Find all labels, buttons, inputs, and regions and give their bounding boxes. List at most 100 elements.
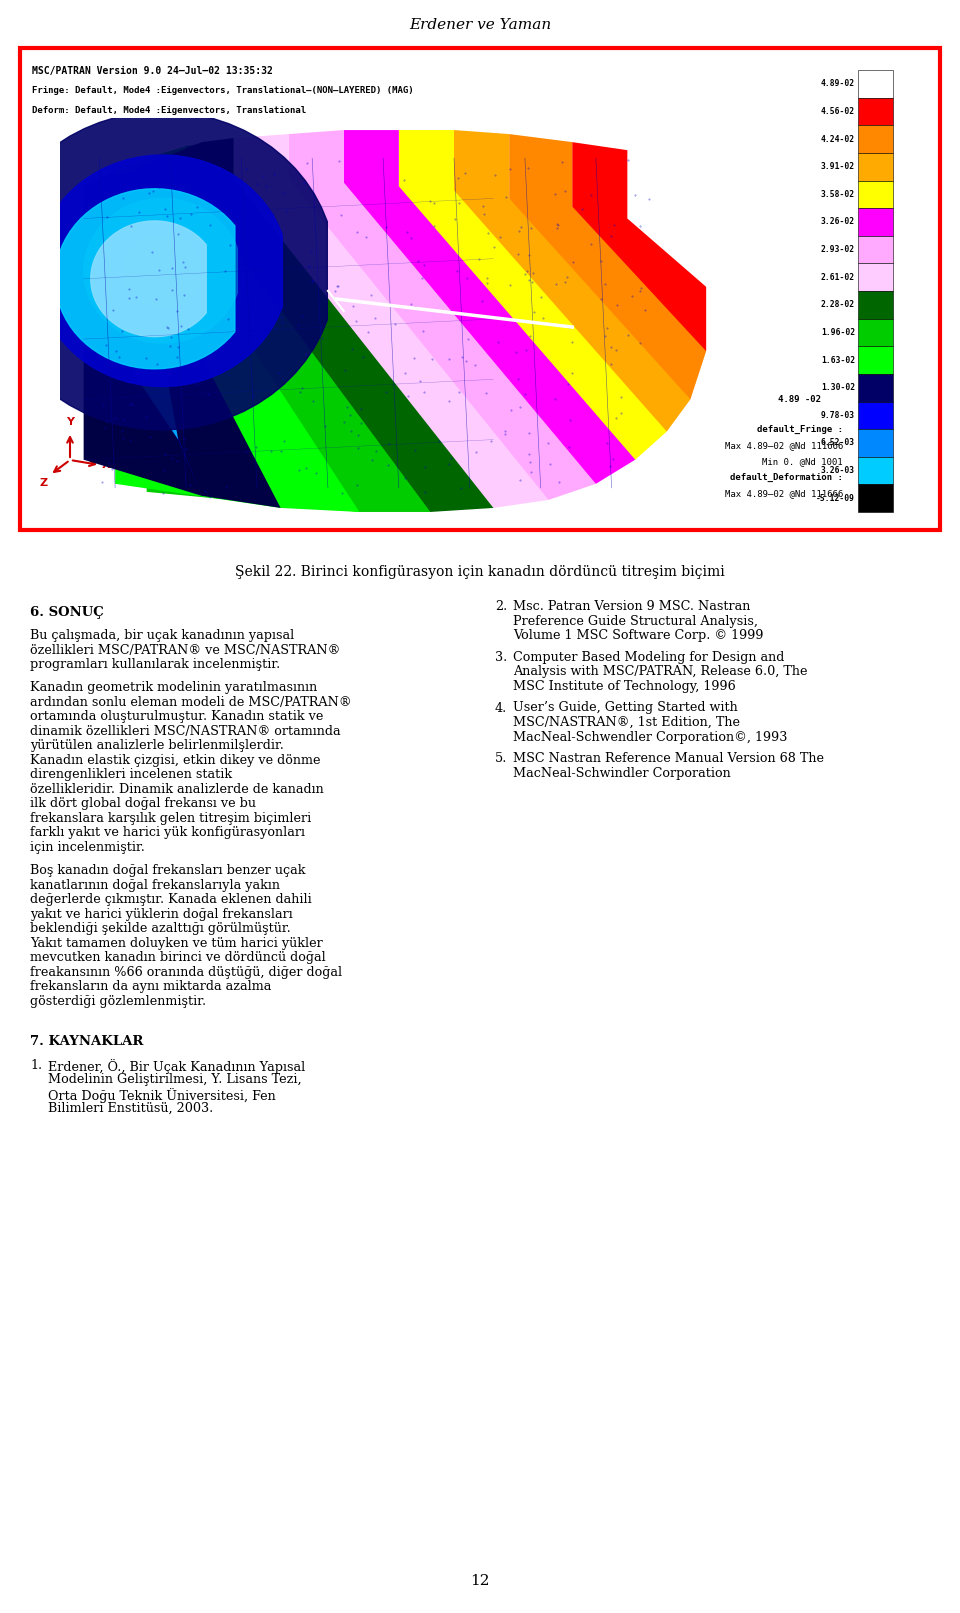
Text: Msc. Patran Version 9 MSC. Nastran: Msc. Patran Version 9 MSC. Nastran: [513, 600, 751, 613]
Text: Bu çalışmada, bir uçak kanadının yapısal: Bu çalışmada, bir uçak kanadının yapısal: [30, 629, 295, 642]
Text: için incelenmiştir.: için incelenmiştir.: [30, 840, 145, 853]
Polygon shape: [186, 139, 493, 511]
Text: ardından sonlu eleman modeli de MSC/PATRAN®: ardından sonlu eleman modeli de MSC/PATR…: [30, 695, 351, 708]
Text: Max 4.89–02 @Nd 111666: Max 4.89–02 @Nd 111666: [725, 489, 843, 498]
Bar: [858, 263, 893, 290]
Bar: [20, 48, 940, 531]
Bar: [858, 374, 893, 402]
Text: 3.58-02: 3.58-02: [821, 190, 855, 198]
Text: ilk dört global doğal frekansı ve bu: ilk dört global doğal frekansı ve bu: [30, 797, 256, 810]
Text: MSC/NASTRAN®, 1st Edition, The: MSC/NASTRAN®, 1st Edition, The: [513, 716, 740, 729]
Text: 3.26-02: 3.26-02: [821, 218, 855, 226]
Polygon shape: [84, 171, 280, 508]
Text: değerlerde çıkmıştır. Kanada eklenen dahili: değerlerde çıkmıştır. Kanada eklenen dah…: [30, 894, 312, 907]
Text: 3.: 3.: [495, 650, 507, 665]
Text: yakıt ve harici yüklerin doğal frekansları: yakıt ve harici yüklerin doğal frekansla…: [30, 908, 293, 921]
Bar: [858, 429, 893, 456]
Text: 7. KAYNAKLAR: 7. KAYNAKLAR: [30, 1036, 143, 1048]
Polygon shape: [454, 131, 690, 432]
Text: Computer Based Modeling for Design and: Computer Based Modeling for Design and: [513, 650, 784, 665]
Polygon shape: [628, 150, 808, 298]
Text: Orta Doğu Teknik Üniversitesi, Fen: Orta Doğu Teknik Üniversitesi, Fen: [48, 1087, 276, 1103]
Text: 1.96-02: 1.96-02: [821, 327, 855, 337]
Text: 12: 12: [470, 1574, 490, 1589]
Bar: [858, 98, 893, 126]
Text: direngenlikleri incelenen statik: direngenlikleri incelenen statik: [30, 768, 232, 781]
Text: MSC/PATRAN Version 9.0 24–Jul–02 13:35:32: MSC/PATRAN Version 9.0 24–Jul–02 13:35:3…: [32, 66, 273, 76]
Text: default_Deformation :: default_Deformation :: [731, 473, 843, 482]
Text: MacNeal-Schwindler Corporation: MacNeal-Schwindler Corporation: [513, 766, 731, 779]
Text: Volume 1 MSC Software Corp. © 1999: Volume 1 MSC Software Corp. © 1999: [513, 629, 763, 642]
Text: Max 4.89–02 @Nd 111666: Max 4.89–02 @Nd 111666: [725, 440, 843, 450]
Text: beklendiği şekilde azalttığı görülmüştür.: beklendiği şekilde azalttığı görülmüştür…: [30, 923, 291, 936]
Polygon shape: [344, 131, 636, 484]
Polygon shape: [289, 131, 596, 500]
Text: 6.52-03: 6.52-03: [821, 439, 855, 447]
Text: Kanadın geometrik modelinin yaratılmasının: Kanadın geometrik modelinin yaratılmasın…: [30, 681, 317, 695]
Polygon shape: [233, 134, 548, 508]
Text: Min 0. @Nd 1001: Min 0. @Nd 1001: [762, 456, 843, 466]
Text: Deform: Default, Mode4 :Eigenvectors, Translational: Deform: Default, Mode4 :Eigenvectors, Tr…: [32, 106, 306, 115]
Text: 4.56-02: 4.56-02: [821, 106, 855, 116]
Text: MSC Institute of Technology, 1996: MSC Institute of Technology, 1996: [513, 679, 735, 692]
Text: Boş kanadın doğal frekansları benzer uçak: Boş kanadın doğal frekansları benzer uça…: [30, 865, 305, 877]
Text: Bilimleri Enstitüsü, 2003.: Bilimleri Enstitüsü, 2003.: [48, 1102, 213, 1115]
Bar: [858, 319, 893, 347]
Bar: [858, 69, 893, 98]
Text: Z: Z: [40, 477, 48, 489]
Polygon shape: [91, 221, 206, 337]
Bar: [858, 153, 893, 181]
Polygon shape: [36, 155, 282, 387]
Text: Analysis with MSC/PATRAN, Release 6.0, The: Analysis with MSC/PATRAN, Release 6.0, T…: [513, 665, 807, 677]
Text: MacNeal-Schwendler Corporation©, 1993: MacNeal-Schwendler Corporation©, 1993: [513, 731, 787, 744]
Text: programları kullanılarak incelenmiştir.: programları kullanılarak incelenmiştir.: [30, 658, 280, 671]
Text: mevcutken kanadın birinci ve dördüncü doğal: mevcutken kanadın birinci ve dördüncü do…: [30, 952, 325, 965]
Text: Erdener, Ö., Bir Uçak Kanadının Yapısal: Erdener, Ö., Bir Uçak Kanadının Yapısal: [48, 1058, 305, 1074]
Text: özellikleridir. Dinamik analizlerde de kanadın: özellikleridir. Dinamik analizlerde de k…: [30, 782, 324, 795]
Text: 2.28-02: 2.28-02: [821, 300, 855, 310]
Polygon shape: [509, 134, 707, 400]
Text: 4.89 -02: 4.89 -02: [778, 395, 821, 405]
Text: 2.93-02: 2.93-02: [821, 245, 855, 255]
Text: 4.: 4.: [495, 702, 507, 715]
Text: X: X: [102, 460, 110, 469]
Polygon shape: [572, 142, 707, 352]
Polygon shape: [0, 111, 327, 431]
Text: 2.61-02: 2.61-02: [821, 273, 855, 282]
Text: 4.89-02: 4.89-02: [821, 79, 855, 89]
Bar: [858, 456, 893, 484]
Polygon shape: [147, 147, 430, 511]
Text: MSC Nastran Reference Manual Version 68 The: MSC Nastran Reference Manual Version 68 …: [513, 752, 824, 765]
Polygon shape: [123, 234, 200, 306]
Text: frekanslara karşılık gelen titreşim biçimleri: frekanslara karşılık gelen titreşim biçi…: [30, 811, 311, 824]
Polygon shape: [398, 131, 667, 460]
Text: freakansının %66 oranında düştüğü, diğer doğal: freakansının %66 oranında düştüğü, diğer…: [30, 966, 342, 979]
Text: dinamik özellikleri MSC/NASTRAN® ortamında: dinamik özellikleri MSC/NASTRAN® ortamın…: [30, 724, 341, 737]
Polygon shape: [84, 206, 202, 495]
Text: 9.78-03: 9.78-03: [821, 411, 855, 419]
Text: ortamında oluşturulmuştur. Kanadın statik ve: ortamında oluşturulmuştur. Kanadın stati…: [30, 710, 324, 723]
Text: gösterdiği gözlemlenmiştir.: gösterdiği gözlemlenmiştir.: [30, 995, 206, 1008]
Text: Erdener ve Yaman: Erdener ve Yaman: [409, 18, 551, 32]
Polygon shape: [84, 198, 237, 344]
Text: 3.26-03: 3.26-03: [821, 466, 855, 476]
Polygon shape: [84, 139, 233, 206]
Bar: [858, 235, 893, 263]
Text: kanatlarının doğal frekanslarıyla yakın: kanatlarının doğal frekanslarıyla yakın: [30, 879, 280, 892]
Text: frekansların da aynı miktarda azalma: frekansların da aynı miktarda azalma: [30, 981, 272, 994]
Text: Fringe: Default, Mode4 :Eigenvectors, Translational–(NON–LAYERED) (MAG): Fringe: Default, Mode4 :Eigenvectors, Tr…: [32, 85, 414, 95]
Polygon shape: [115, 158, 359, 511]
Text: Şekil 22. Birinci konfigürasyon için kanadın dördüncü titreşim biçimi: Şekil 22. Birinci konfigürasyon için kan…: [235, 565, 725, 579]
Text: -5.12-09: -5.12-09: [816, 494, 855, 503]
Text: özellikleri MSC/PATRAN® ve MSC/NASTRAN®: özellikleri MSC/PATRAN® ve MSC/NASTRAN®: [30, 644, 341, 656]
Text: Yakıt tamamen doluyken ve tüm harici yükler: Yakıt tamamen doluyken ve tüm harici yük…: [30, 937, 323, 950]
Text: default_Fringe :: default_Fringe :: [757, 424, 843, 434]
Polygon shape: [56, 189, 235, 369]
Text: farklı yakıt ve harici yük konfigürasyonları: farklı yakıt ve harici yük konfigürasyon…: [30, 826, 305, 839]
Bar: [858, 402, 893, 429]
Text: 2.: 2.: [495, 600, 507, 613]
Bar: [858, 126, 893, 153]
Bar: [858, 347, 893, 374]
Text: 1.63-02: 1.63-02: [821, 355, 855, 365]
Text: yürütülen analizlerle belirlenmilşlerdir.: yürütülen analizlerle belirlenmilşlerdir…: [30, 739, 284, 752]
